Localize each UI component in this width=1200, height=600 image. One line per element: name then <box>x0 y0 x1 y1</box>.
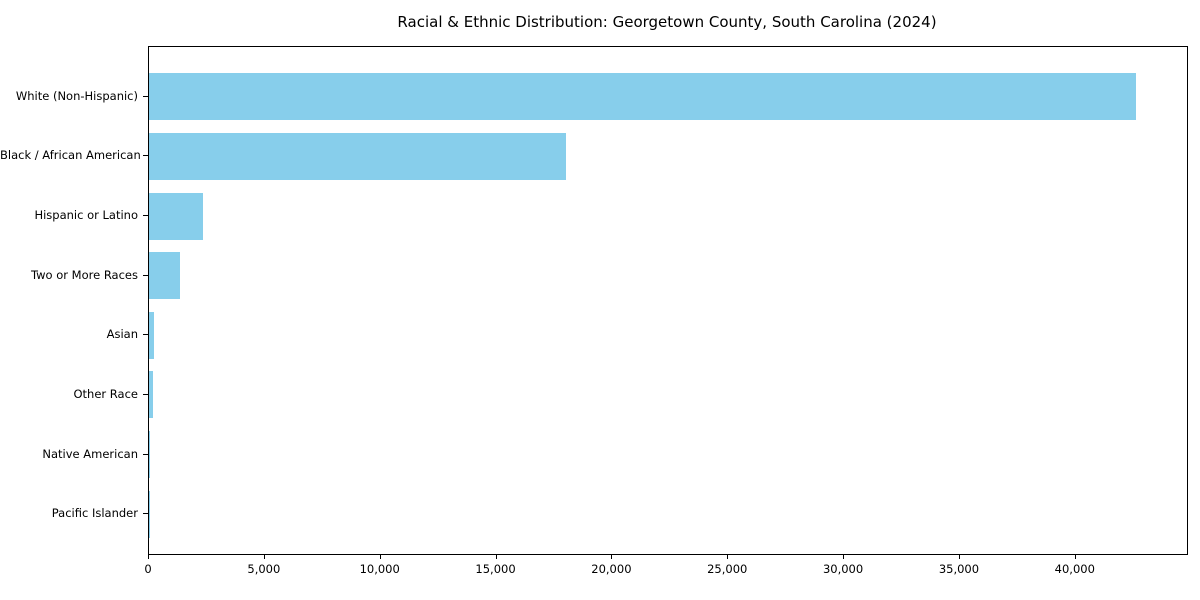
x-tick-mark <box>1074 554 1076 559</box>
y-tick-label-pacific-islander: Pacific Islander <box>51 506 138 521</box>
y-tick-label-hispanic-or-latino: Hispanic or Latino <box>34 208 138 223</box>
y-tick-label-white-non-hispanic: White (Non-Hispanic) <box>15 88 138 103</box>
y-tick-mark <box>143 275 148 276</box>
plot-area <box>148 46 1188 555</box>
y-tick-label-native-american: Native American <box>42 446 138 461</box>
x-tick-mark <box>263 554 265 559</box>
x-tick-label-10000: 10,000 <box>359 562 400 576</box>
chart-title: Racial & Ethnic Distribution: Georgetown… <box>397 13 937 31</box>
x-tick-mark <box>611 554 613 559</box>
bar-asian <box>149 311 155 359</box>
y-tick-mark <box>143 394 148 395</box>
y-tick-label-other-race: Other Race <box>73 386 139 401</box>
bar-hispanic-or-latino <box>149 192 203 240</box>
x-tick-label-35000: 35,000 <box>938 562 980 576</box>
y-tick-label-two-or-more-races: Two or More Races <box>31 267 138 282</box>
x-tick-label-20000: 20,000 <box>591 562 632 576</box>
x-tick-mark <box>379 554 381 559</box>
x-tick-label-25000: 25,000 <box>707 562 748 576</box>
bar-two-or-more-races <box>149 252 181 300</box>
y-tick-mark <box>143 513 148 514</box>
x-tick-mark <box>727 554 729 559</box>
x-tick-label-30000: 30,000 <box>822 562 864 576</box>
bar-native-american <box>149 431 151 479</box>
bar-white-non-hispanic <box>149 73 1137 121</box>
x-tick-label-15000: 15,000 <box>475 562 516 576</box>
x-tick-mark <box>495 554 497 559</box>
y-tick-label-black-african-american: Black / African American <box>0 148 141 163</box>
x-tick-label-40000: 40,000 <box>1054 562 1095 576</box>
x-tick-label-0: 0 <box>144 562 152 576</box>
bar-other-race <box>149 371 154 419</box>
y-tick-mark <box>143 454 148 455</box>
y-tick-mark <box>143 96 148 97</box>
x-tick-mark <box>843 554 845 559</box>
y-tick-mark <box>143 215 148 216</box>
bar-black-african-american <box>149 132 567 180</box>
x-tick-label-5000: 5,000 <box>247 562 281 576</box>
y-tick-label-asian: Asian <box>106 327 138 342</box>
x-tick-mark <box>958 554 960 559</box>
y-tick-mark <box>143 155 148 156</box>
x-tick-mark <box>148 554 149 559</box>
y-tick-mark <box>143 334 148 335</box>
